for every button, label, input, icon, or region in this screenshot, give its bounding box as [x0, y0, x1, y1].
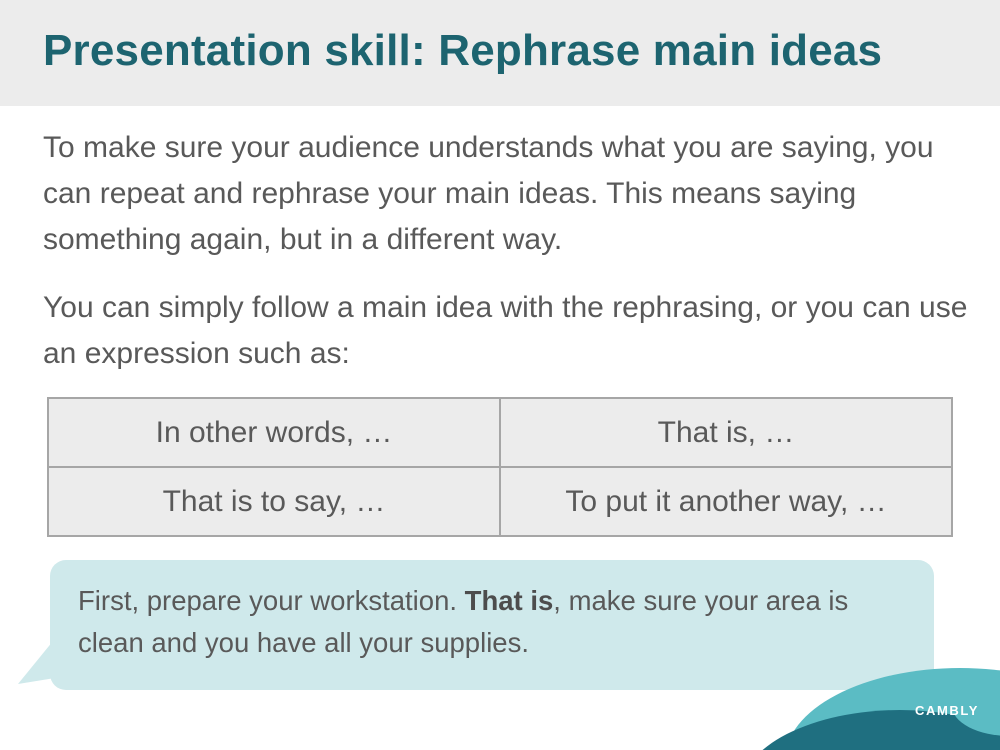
intro-paragraph: To make sure your audience understands w… [43, 131, 934, 256]
example-text-end: , make sure your area is clean and you h… [78, 585, 849, 658]
cambly-logo: CAMBLY [915, 703, 980, 718]
expression-cell: That is, … [499, 397, 953, 468]
expression-cell: That is to say, … [47, 466, 501, 537]
expression-cell: In other words, … [47, 397, 501, 468]
example-speech-bubble: First, prepare your workstation. That is… [50, 560, 934, 690]
example-highlight: That is [464, 585, 554, 616]
title-banner: Presentation skill: Rephrase main ideas [0, 0, 1000, 106]
expression-cell: To put it another way, … [499, 466, 953, 537]
table-row: That is to say, … To put it another way,… [47, 466, 953, 537]
expression-intro-paragraph: You can simply follow a main idea with t… [43, 291, 968, 370]
example-text-start: First, prepare your workstation. [78, 585, 465, 616]
slide-title: Presentation skill: Rephrase main ideas [43, 26, 883, 75]
expressions-table: In other words, … That is, … That is to … [47, 397, 953, 537]
example-sentence: First, prepare your workstation. That is… [78, 580, 908, 664]
table-row: In other words, … That is, … [47, 397, 953, 468]
